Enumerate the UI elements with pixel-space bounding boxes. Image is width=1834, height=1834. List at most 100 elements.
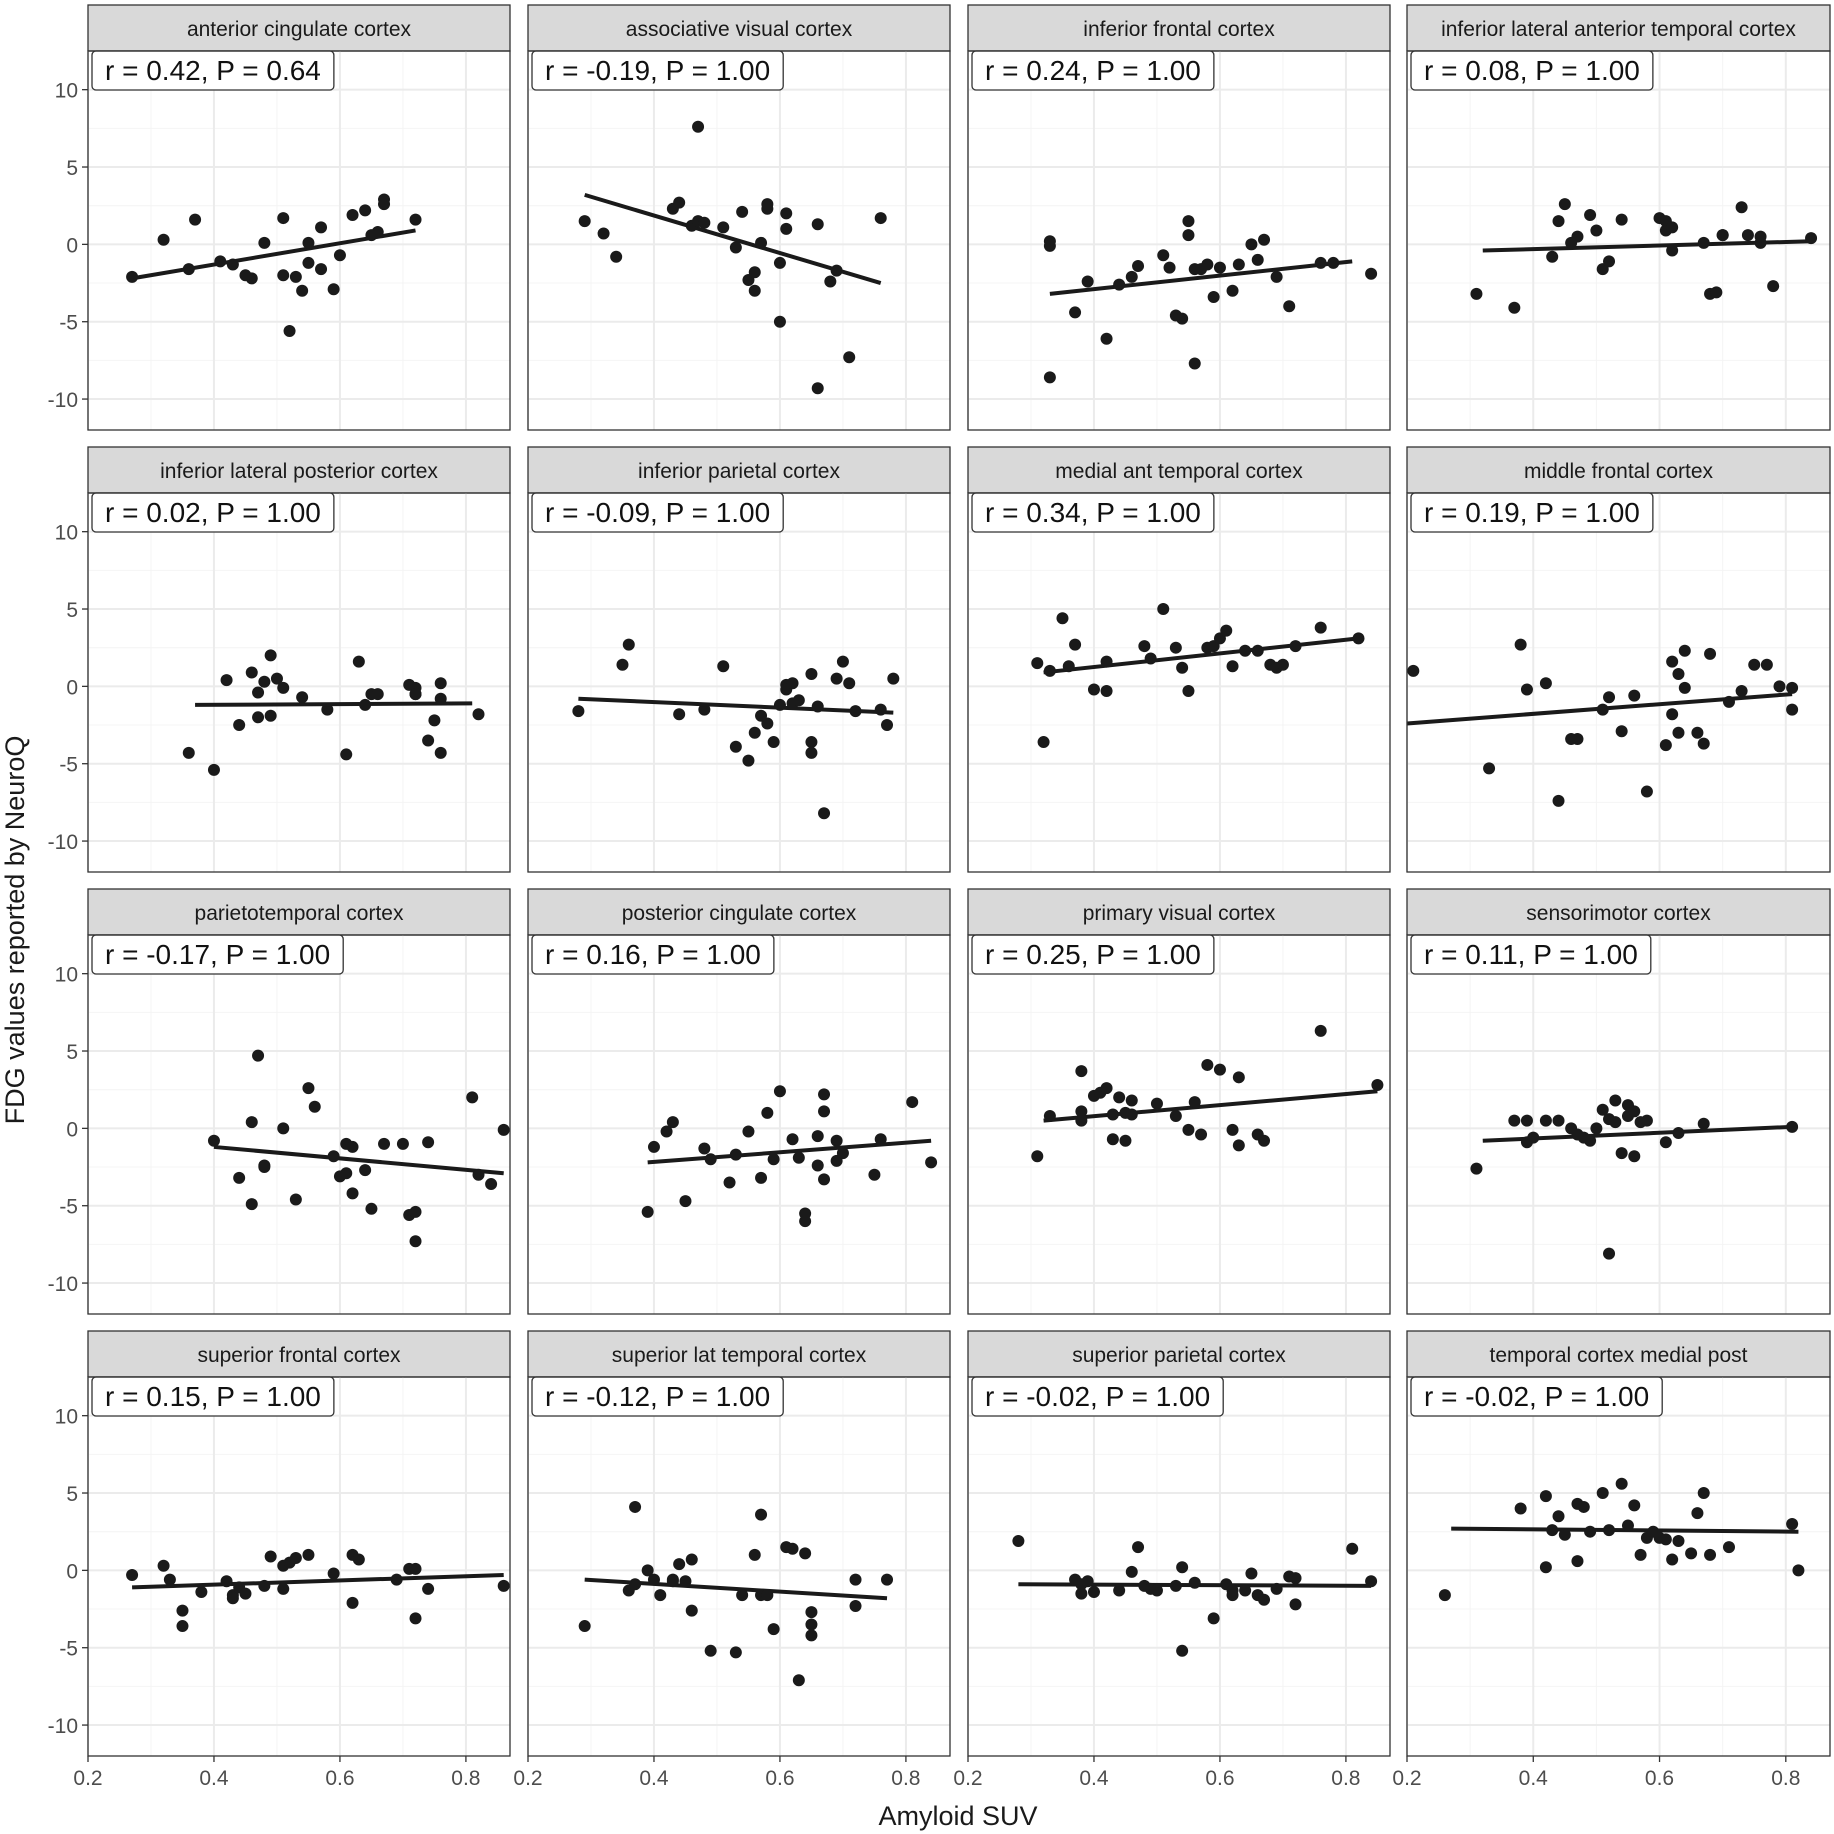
data-point	[925, 1156, 938, 1169]
data-point	[1075, 1065, 1088, 1078]
panel-border	[87, 934, 511, 1315]
correlation-label: r = 0.15, P = 1.00	[105, 1381, 321, 1412]
data-point	[805, 746, 818, 759]
data-point	[1069, 306, 1082, 319]
data-point	[333, 249, 346, 262]
data-point	[1552, 1114, 1565, 1127]
data-point	[1251, 253, 1264, 266]
data-point	[1113, 1091, 1126, 1104]
facet-panel: anterior cingulate cortex r = 0.42, P = 0…	[48, 4, 511, 431]
data-point	[761, 202, 774, 215]
data-point	[1628, 1105, 1641, 1118]
data-point	[629, 1578, 642, 1591]
data-point	[799, 1547, 812, 1560]
data-point	[1615, 213, 1628, 226]
data-point	[1685, 1547, 1698, 1560]
data-point	[748, 284, 761, 297]
data-point	[786, 1542, 799, 1555]
facet-title: medial ant temporal cortex	[1055, 460, 1303, 483]
data-point	[277, 681, 290, 694]
data-point	[359, 204, 372, 217]
data-point	[641, 1564, 654, 1577]
data-point	[371, 225, 384, 238]
data-point	[1697, 236, 1710, 249]
facet-title: associative visual cortex	[626, 18, 853, 41]
data-point	[1043, 1109, 1056, 1122]
regression-line	[1043, 1089, 1378, 1123]
data-point	[1634, 1548, 1647, 1561]
correlation-label: r = 0.19, P = 1.00	[1424, 497, 1640, 528]
facet-title: primary visual cortex	[1083, 902, 1276, 925]
data-point	[371, 688, 384, 701]
data-point	[578, 1620, 591, 1633]
y-tick-label: 5	[66, 599, 78, 622]
data-point	[258, 675, 271, 688]
data-point	[1100, 332, 1113, 345]
data-point	[1106, 1133, 1119, 1146]
facet-title: inferior frontal cortex	[1083, 18, 1275, 41]
data-point	[1226, 284, 1239, 297]
data-point	[1691, 1507, 1704, 1520]
data-point	[1144, 652, 1157, 665]
data-point	[1258, 233, 1271, 246]
data-point	[245, 1198, 258, 1211]
data-point	[792, 1674, 805, 1687]
data-point	[1577, 1500, 1590, 1513]
data-point	[1062, 660, 1075, 673]
data-point	[1603, 1247, 1616, 1260]
x-tick-label: 0.6	[325, 1767, 354, 1790]
data-point	[767, 1623, 780, 1636]
data-point	[1697, 737, 1710, 750]
data-point	[1100, 1082, 1113, 1095]
data-point	[296, 691, 309, 704]
facet-panel: inferior lateral posterior cortex r = 0.0…	[48, 446, 511, 873]
data-point	[1031, 657, 1044, 670]
data-point	[277, 1582, 290, 1595]
regression-line	[1043, 636, 1359, 675]
data-point	[1546, 1524, 1559, 1537]
panel-border	[527, 934, 951, 1315]
data-point	[1138, 640, 1151, 653]
data-point	[1100, 655, 1113, 668]
facet-panel: inferior lateral anterior temporal corte…	[1406, 4, 1831, 431]
data-point	[1666, 244, 1679, 257]
data-point	[1659, 739, 1672, 752]
data-point	[767, 1153, 780, 1166]
data-point	[1609, 1094, 1622, 1107]
data-point	[843, 351, 856, 364]
facet-panel: sensorimotor cortex r = 0.11, P = 1.00	[1406, 888, 1831, 1315]
data-point	[1615, 1477, 1628, 1490]
data-point	[1407, 664, 1420, 677]
data-point	[773, 1085, 786, 1098]
panel-border	[1406, 1376, 1831, 1757]
data-point	[1672, 1534, 1685, 1547]
data-point	[755, 236, 768, 249]
data-point	[1157, 249, 1170, 262]
facet-strip	[87, 4, 511, 52]
data-point	[786, 677, 799, 690]
data-point	[773, 698, 786, 711]
data-point	[1508, 1114, 1521, 1127]
data-point	[906, 1096, 919, 1109]
correlation-label: r = -0.17, P = 1.00	[105, 939, 330, 970]
facet-title: inferior lateral posterior cortex	[160, 460, 438, 483]
data-point	[1609, 1116, 1622, 1129]
data-point	[1245, 238, 1258, 251]
data-point	[1659, 1136, 1672, 1149]
data-point	[220, 674, 233, 687]
y-tick-label: -10	[48, 389, 78, 412]
data-point	[270, 672, 283, 685]
facet-panel: superior parietal cortex r = -0.02, P = 1…	[953, 1330, 1391, 1790]
data-point	[1056, 612, 1069, 625]
data-point	[799, 1207, 812, 1220]
data-point	[1176, 312, 1189, 325]
data-point	[622, 638, 635, 651]
data-point	[1640, 785, 1653, 798]
x-tick-label: 0.2	[1392, 1767, 1421, 1790]
data-point	[666, 1575, 679, 1588]
regression-line	[1049, 259, 1353, 296]
data-point	[1621, 1519, 1634, 1532]
data-point	[647, 1573, 660, 1586]
data-point	[761, 1589, 774, 1602]
data-point	[818, 1173, 831, 1186]
